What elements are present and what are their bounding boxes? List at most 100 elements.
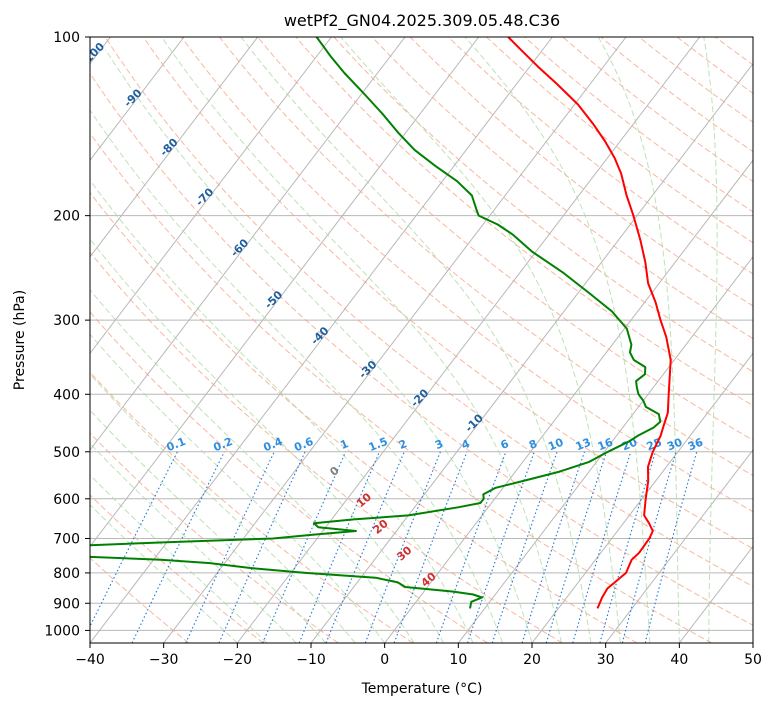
moist-adiabat-line <box>90 333 386 643</box>
moist-adiabat-line <box>597 37 680 643</box>
x-tick-label: 30 <box>597 652 615 668</box>
moist-adiabat-line <box>340 37 621 643</box>
moist-adiabat-line <box>90 179 474 643</box>
y-axis-label: Pressure (hPa) <box>12 290 28 390</box>
dewpoint-profile-line <box>90 37 662 609</box>
y-tick-label: 400 <box>53 387 80 403</box>
mixing-ratio-label: 3 <box>433 437 445 452</box>
mixing-ratio-line <box>298 451 380 643</box>
background-lines <box>90 37 775 643</box>
y-tick-label: 500 <box>53 445 80 461</box>
moist-adiabat-line <box>90 409 327 643</box>
dry-adiabat-line <box>90 251 563 643</box>
x-tick-label: −10 <box>296 652 326 668</box>
isotherm-line <box>384 159 753 643</box>
isotherm-line <box>90 37 259 258</box>
dry-adiabat-line <box>180 37 753 513</box>
mixing-ratio-label: 2 <box>397 437 409 452</box>
y-tick-label: 1000 <box>44 623 80 639</box>
x-axis-label: Temperature (°C) <box>361 681 483 697</box>
x-tick-label: 50 <box>744 652 762 668</box>
y-tick-label: 300 <box>53 313 80 329</box>
dry-adiabat-line <box>90 132 712 643</box>
dry-adiabat-line <box>447 37 753 275</box>
dry-adiabat-line <box>524 37 753 213</box>
mixing-ratio-line <box>572 451 632 643</box>
dry-adiabat-line <box>486 37 753 244</box>
dry-adiabat-line <box>90 371 414 643</box>
moist-adiabat-line <box>90 289 415 643</box>
mixing-ratio-label: 8 <box>527 437 539 452</box>
mixing-ratio-line <box>621 451 677 643</box>
mixing-ratio-label: 16 <box>596 436 615 454</box>
temperature-profile-line <box>507 37 672 609</box>
dry-adiabat-line <box>104 37 753 588</box>
moist-adiabat-line <box>90 503 238 643</box>
mixing-ratio-line <box>185 451 275 643</box>
isotherm-line <box>163 37 627 643</box>
x-tick-label: 40 <box>670 652 688 668</box>
y-tick-label: 100 <box>53 30 80 46</box>
mixing-ratio-label: 1 <box>338 437 350 452</box>
mixing-ratio-line <box>131 451 225 643</box>
mixing-ratio-line <box>545 451 608 643</box>
y-tick-label: 800 <box>53 566 80 582</box>
isotherm-line <box>90 37 185 162</box>
dry-adiabat-line <box>753 37 775 643</box>
mixing-ratio-label: 20 <box>620 436 639 454</box>
moist-adiabat-line <box>105 49 533 643</box>
dry-adiabat-line <box>142 37 753 550</box>
mixing-ratio-line <box>521 451 586 643</box>
chart-title: wetPf2_GN04.2025.309.05.48.C36 <box>284 11 560 31</box>
moist-adiabat-line <box>240 37 592 643</box>
profile-lines <box>90 37 672 609</box>
x-tick-label: −40 <box>75 652 105 668</box>
dry-adiabat-line <box>257 37 753 441</box>
dry-adiabat-line <box>333 37 753 373</box>
y-tick-label: 200 <box>53 209 80 225</box>
mixing-ratio-line <box>466 451 535 643</box>
isotherm-line <box>90 37 480 548</box>
dry-adiabat-line <box>90 311 488 643</box>
isotherm-line <box>236 37 701 643</box>
x-tick-label: 10 <box>449 652 467 668</box>
isotherm-line <box>531 352 753 643</box>
mixing-ratio-line <box>599 451 657 643</box>
moist-adiabat-line <box>90 474 268 643</box>
dry-adiabat-line <box>90 432 339 643</box>
isotherm-line <box>605 449 753 643</box>
dry-adiabat-line <box>562 37 753 183</box>
moist-adiabat-line <box>90 373 356 643</box>
dry-adiabat-line <box>90 191 638 643</box>
moist-adiabat-line <box>90 442 297 643</box>
isotherm-line <box>457 255 753 643</box>
x-tick-label: −20 <box>223 652 253 668</box>
mixing-ratio-label: 10 <box>546 436 565 454</box>
dry-adiabat-line <box>90 72 753 626</box>
isotherm-line <box>752 642 753 643</box>
y-tick-label: 900 <box>53 596 80 612</box>
mixing-ratio-line <box>491 451 558 643</box>
isotherm-line <box>90 37 332 355</box>
y-tick-label: 600 <box>53 492 80 508</box>
x-tick-label: 20 <box>523 652 541 668</box>
y-tick-label: 700 <box>53 532 80 548</box>
mixing-ratio-line <box>644 451 698 643</box>
x-tick-label: −30 <box>149 652 179 668</box>
moist-adiabat-line <box>90 238 445 643</box>
mixing-ratio-line <box>435 451 507 643</box>
x-tick-label: 0 <box>380 652 389 668</box>
dry-adiabat-line <box>295 37 753 407</box>
mixing-ratio-label: 30 <box>665 436 684 454</box>
isotherm-line <box>90 37 406 451</box>
moist-adiabat-line <box>703 37 718 643</box>
axes: −40 −30 −20 −10 0 10 20 30 40 50 100 200 300 400 500 60… <box>44 30 762 668</box>
mixing-ratio-label: 36 <box>686 436 705 454</box>
mixing-ratio-label: 13 <box>574 436 593 454</box>
dry-adiabat-line <box>219 37 753 477</box>
moist-adiabat-line <box>464 37 651 643</box>
plot-frame <box>89 36 754 644</box>
moist-adiabat-line <box>161 37 562 643</box>
mixing-ratio-line <box>218 451 306 643</box>
